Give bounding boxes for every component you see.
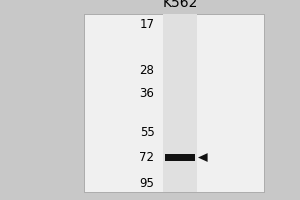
Text: 28: 28 — [140, 64, 154, 77]
Text: K562: K562 — [162, 0, 198, 10]
Text: 36: 36 — [140, 87, 154, 100]
Text: 72: 72 — [140, 151, 154, 164]
Bar — [164, 14, 196, 192]
Text: 55: 55 — [140, 126, 154, 139]
Text: 17: 17 — [140, 18, 154, 31]
Text: 95: 95 — [140, 177, 154, 190]
Bar — [165, 154, 195, 161]
FancyBboxPatch shape — [84, 14, 264, 192]
Polygon shape — [198, 153, 208, 162]
